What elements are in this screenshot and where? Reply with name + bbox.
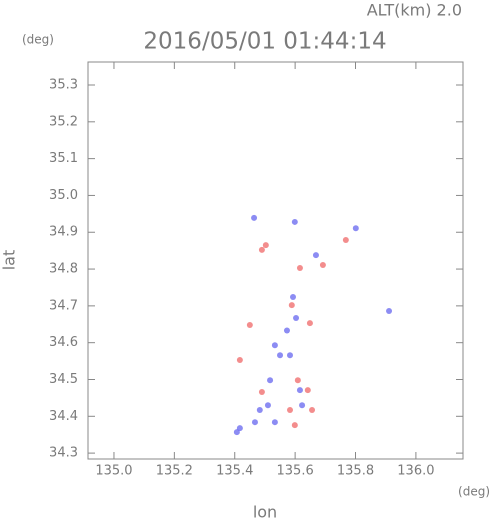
echo-point bbox=[246, 322, 253, 329]
y-tick-label: 35.2 bbox=[49, 114, 78, 129]
x-axis-label: lon bbox=[253, 503, 277, 521]
echo-point bbox=[319, 262, 326, 269]
echo-point bbox=[288, 302, 295, 309]
echo-point bbox=[271, 419, 278, 426]
echo-point bbox=[294, 377, 301, 384]
y-tick-label: 34.6 bbox=[49, 335, 78, 350]
echo-point bbox=[306, 320, 313, 327]
echo-point bbox=[296, 387, 303, 394]
echo-point bbox=[312, 252, 319, 259]
echo-point bbox=[267, 377, 274, 384]
echo-point bbox=[258, 246, 265, 253]
echo-point bbox=[299, 402, 306, 409]
echo-point bbox=[342, 236, 349, 243]
x-tick-label: 135.2 bbox=[156, 464, 193, 479]
x-tick-label: 135.0 bbox=[95, 464, 132, 479]
echo-point bbox=[291, 218, 298, 225]
y-tick-label: 34.9 bbox=[49, 225, 78, 240]
echo-point bbox=[236, 356, 243, 363]
y-tick-label: 35.3 bbox=[49, 78, 78, 93]
y-tick-label: 34.5 bbox=[49, 372, 78, 387]
echo-point bbox=[233, 429, 240, 436]
echo-point bbox=[352, 225, 359, 232]
y-tick-label: 34.3 bbox=[49, 446, 78, 461]
y-axis-label: lat bbox=[0, 250, 19, 271]
y-tick-label: 35.0 bbox=[49, 188, 78, 203]
echo-point bbox=[290, 294, 297, 301]
echo-point bbox=[291, 422, 298, 429]
y-tick-label: 34.4 bbox=[49, 409, 78, 424]
x-unit: (deg) bbox=[458, 485, 490, 499]
echo-point bbox=[277, 352, 284, 359]
echo-point bbox=[251, 214, 258, 221]
y-tick-label: 35.1 bbox=[49, 151, 78, 166]
altitude-label: ALT(km) 2.0 bbox=[367, 1, 462, 20]
echo-point bbox=[296, 264, 303, 271]
echo-point bbox=[293, 315, 300, 322]
echo-point bbox=[386, 308, 393, 315]
echo-point bbox=[283, 327, 290, 334]
echo-point bbox=[309, 407, 316, 414]
x-tick-label: 135.4 bbox=[216, 464, 253, 479]
echo-point bbox=[258, 389, 265, 396]
echo-point bbox=[251, 419, 258, 426]
y-tick-label: 34.7 bbox=[49, 298, 78, 313]
echo-point bbox=[271, 342, 278, 349]
chart-title: 2016/05/01 01:44:14 bbox=[143, 29, 386, 55]
echo-point bbox=[286, 407, 293, 414]
echo-point bbox=[304, 387, 311, 394]
plot-frame bbox=[87, 61, 464, 460]
echo-point bbox=[286, 352, 293, 359]
x-tick-label: 136.0 bbox=[397, 464, 434, 479]
y-unit: (deg) bbox=[22, 33, 54, 47]
x-tick-label: 135.8 bbox=[337, 464, 374, 479]
x-tick-label: 135.6 bbox=[277, 464, 314, 479]
echo-point bbox=[256, 407, 263, 414]
echo-point bbox=[262, 242, 269, 249]
y-tick-label: 34.8 bbox=[49, 262, 78, 277]
echo-point bbox=[264, 402, 271, 409]
